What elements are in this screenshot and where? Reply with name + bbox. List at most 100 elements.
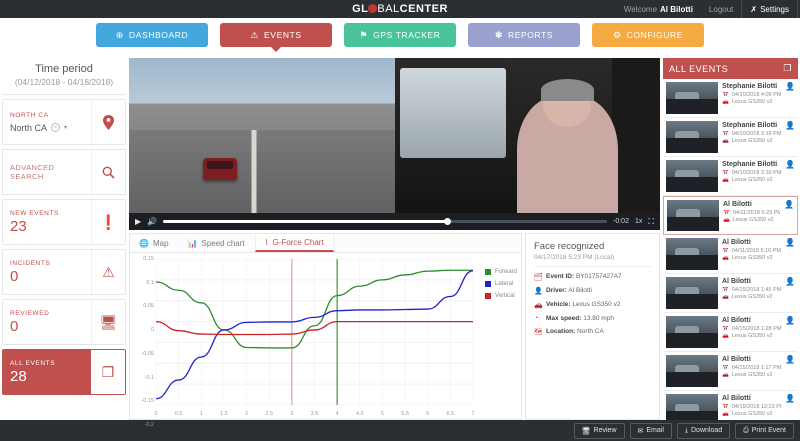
calendar-icon: 📅 bbox=[722, 247, 729, 254]
event-driver-name: Al Bilotti bbox=[722, 317, 751, 324]
x-axis-tick: 3 bbox=[290, 411, 294, 417]
event-badge: Face recognized bbox=[667, 185, 718, 191]
stat-card-body: NEW EVENTS 23 bbox=[3, 200, 91, 244]
chart-tab-g-force-chart[interactable]: ⌇ G-Force Chart bbox=[254, 234, 334, 252]
y-axis-tick: 0.05 bbox=[143, 303, 154, 310]
event-list-item[interactable]: LiveTelematics Stephanie Bilotti 📅 04/10/20… bbox=[663, 118, 798, 157]
legend-item-lateral[interactable]: Lateral bbox=[484, 281, 517, 287]
nav-tab-gps-tracker[interactable]: ⚑ GPS TRACKER bbox=[344, 23, 456, 47]
event-thumbnail[interactable]: Face recognized bbox=[666, 355, 718, 387]
footer-button-icon: ⤓ bbox=[684, 426, 688, 434]
volume-icon[interactable]: 🔊 bbox=[147, 217, 158, 226]
person-icon: 👤 bbox=[785, 316, 795, 325]
nav-tab-events[interactable]: ⚠ EVENTS bbox=[220, 23, 332, 52]
nav-tab-dashboard[interactable]: ⊕ DASHBOARD bbox=[96, 23, 208, 47]
stat-card-value: 0 bbox=[10, 317, 19, 335]
nav-tab-configure[interactable]: ⚙ CONFIGURE bbox=[592, 23, 704, 47]
nav-tab-reports[interactable]: ✽ REPORTS bbox=[468, 23, 580, 47]
chart-tab-map[interactable]: 🌐 Map bbox=[130, 234, 179, 252]
event-list-item[interactable]: Face recognized Stephanie Bilotti 📅 04/10/2… bbox=[663, 79, 798, 118]
lower-panels: 🌐 Map 📊 Speed chart ⌇ G-Force Chart 0.15 0.1 0.… bbox=[129, 233, 660, 428]
events-list[interactable]: Face recognized Stephanie Bilotti 📅 04/10/2… bbox=[663, 79, 798, 420]
fullscreen-icon[interactable]: ⛶ bbox=[648, 216, 654, 226]
region-filter-card[interactable]: NORTH CA North CA × ▾ bbox=[2, 99, 126, 145]
event-badge: Face recognized bbox=[667, 380, 718, 386]
event-list-item[interactable]: Face recognized Al Bilotti 📅 04/11/2018 5:1… bbox=[663, 235, 798, 274]
x-axis-tick: 0 bbox=[154, 411, 158, 417]
event-thumbnail[interactable]: LiveTelematics bbox=[666, 121, 718, 153]
footer-button-print-event[interactable]: ⎙ Print Event bbox=[735, 422, 794, 439]
calendar-icon: 📅 bbox=[722, 325, 729, 332]
event-driver-name: Al Bilotti bbox=[722, 278, 751, 285]
x-axis-tick: 4 bbox=[335, 411, 339, 417]
event-list-item[interactable]: Face recognized Stephanie Bilotti 📅 04/10/2… bbox=[663, 157, 798, 196]
event-list-item[interactable]: Face recognized Al Bilotti 📅 04/15/2018 1:1… bbox=[663, 352, 798, 391]
event-thumbnail[interactable]: Face recognized bbox=[666, 238, 718, 270]
event-badge: Face recognized bbox=[667, 302, 718, 308]
x-axis-tick: 0.5 bbox=[174, 411, 183, 417]
nav-tab-label: CONFIGURE bbox=[626, 30, 684, 40]
clear-icon[interactable]: × bbox=[51, 123, 61, 132]
advanced-search-card[interactable]: ADVANCED SEARCH bbox=[2, 149, 126, 195]
left-sidebar: Time period (04/12/2018 - 04/18/2018) NO… bbox=[2, 58, 126, 420]
footer-button-download[interactable]: ⤓ Download bbox=[676, 422, 731, 439]
event-list-item[interactable]: Face recognized Al Bilotti 📅 04/15/2018 1:4… bbox=[663, 274, 798, 313]
legend-item-forward[interactable]: Forward bbox=[484, 269, 517, 275]
thumbnail-content bbox=[675, 286, 699, 299]
event-thumbnail[interactable]: Face recognized bbox=[666, 316, 718, 348]
video-progress-handle[interactable] bbox=[444, 217, 452, 225]
video-progress-bar[interactable] bbox=[163, 217, 608, 225]
logo-text-mid: BAL bbox=[377, 3, 400, 15]
footer-button-review[interactable]: 🖥 Review bbox=[573, 422, 625, 439]
grid-view-icon[interactable]: ❐ bbox=[783, 63, 792, 73]
event-list-item[interactable]: Face recognized Al Bilotti 📅 04/15/2018 1:2… bbox=[663, 313, 798, 352]
play-icon[interactable]: ▶ bbox=[135, 217, 142, 226]
event-info: Al Bilotti 📅 04/15/2018 1:45 PM 🚗 Lexus GS35… bbox=[722, 277, 781, 309]
car-icon: 🚗 bbox=[722, 333, 729, 339]
search-icon bbox=[91, 150, 125, 194]
logo-text-left: GL bbox=[352, 3, 369, 15]
chart-tab-bar: 🌐 Map 📊 Speed chart ⌇ G-Force Chart bbox=[130, 234, 521, 253]
main-content: Time period (04/12/2018 - 04/18/2018) NO… bbox=[0, 58, 800, 428]
event-list-item[interactable]: Face recognized Al Bilotti 📅 04/11/2018 5:2… bbox=[663, 196, 798, 235]
stat-card-reviewed[interactable]: REVIEWED 0 🖥 bbox=[2, 299, 126, 345]
stat-card-incidents[interactable]: INCIDENTS 0 ⚠ bbox=[2, 249, 126, 295]
footer-button-email[interactable]: ✉ Email bbox=[629, 422, 672, 439]
stat-card-new-events[interactable]: NEW EVENTS 23 ❗ bbox=[2, 199, 126, 245]
events-sidebar: ALL EVENTS ❐ Face recognized Stephanie Bi… bbox=[663, 58, 798, 420]
nav-tab-label: EVENTS bbox=[264, 30, 302, 40]
legend-swatch bbox=[484, 293, 491, 299]
thumbnail-content bbox=[675, 364, 699, 377]
stat-card-icon: ❐ bbox=[91, 350, 125, 394]
stat-card-label: INCIDENTS bbox=[10, 259, 51, 267]
time-period-range[interactable]: (04/12/2018 - 04/18/2018) bbox=[14, 77, 114, 87]
event-thumbnail[interactable]: Face recognized bbox=[666, 394, 718, 420]
cabin-camera-view[interactable] bbox=[394, 58, 660, 230]
chart-tab-speed-chart[interactable]: 📊 Speed chart bbox=[179, 234, 255, 252]
road-camera-view[interactable] bbox=[129, 58, 395, 230]
logout-button[interactable]: Logout bbox=[708, 4, 734, 14]
legend-label: Forward bbox=[494, 269, 517, 275]
event-driver-name: Al Bilotti bbox=[722, 356, 751, 363]
calendar-icon: 📅 bbox=[722, 364, 729, 371]
event-thumbnail[interactable]: Face recognized bbox=[667, 200, 719, 231]
chevron-down-icon[interactable]: ▾ bbox=[64, 125, 68, 131]
x-axis-tick: 6.5 bbox=[446, 411, 455, 417]
region-filter-label: NORTH CA bbox=[10, 111, 49, 119]
settings-button[interactable]: ✗ Settings bbox=[741, 0, 798, 18]
nav-tab-label: REPORTS bbox=[508, 30, 554, 40]
legend-item-vertical[interactable]: Vertical bbox=[484, 293, 517, 299]
driver-hair bbox=[540, 78, 594, 101]
event-list-item[interactable]: Face recognized Al Bilotti📅04/15/2018 12:… bbox=[663, 391, 798, 420]
event-thumbnail[interactable]: Face recognized bbox=[666, 160, 718, 192]
nav-tab-icon: ⊕ bbox=[115, 29, 124, 40]
region-filter-value: North CA bbox=[10, 122, 48, 133]
video-player[interactable]: ▶ 🔊 -0:02 1x ⛶ bbox=[129, 58, 660, 230]
thumbnail-content bbox=[675, 325, 699, 338]
stat-card-all-events[interactable]: ALL EVENTS 28 ❐ bbox=[2, 349, 126, 395]
event-thumbnail[interactable]: Face recognized bbox=[666, 82, 718, 114]
event-info: Al Bilotti 📅 04/15/2018 1:17 PM 🚗 Lexus GS35… bbox=[722, 355, 781, 387]
playback-speed-button[interactable]: 1x bbox=[634, 218, 643, 225]
user-name: Al Bilotti bbox=[660, 4, 693, 14]
event-thumbnail[interactable]: Face recognized bbox=[666, 277, 718, 309]
